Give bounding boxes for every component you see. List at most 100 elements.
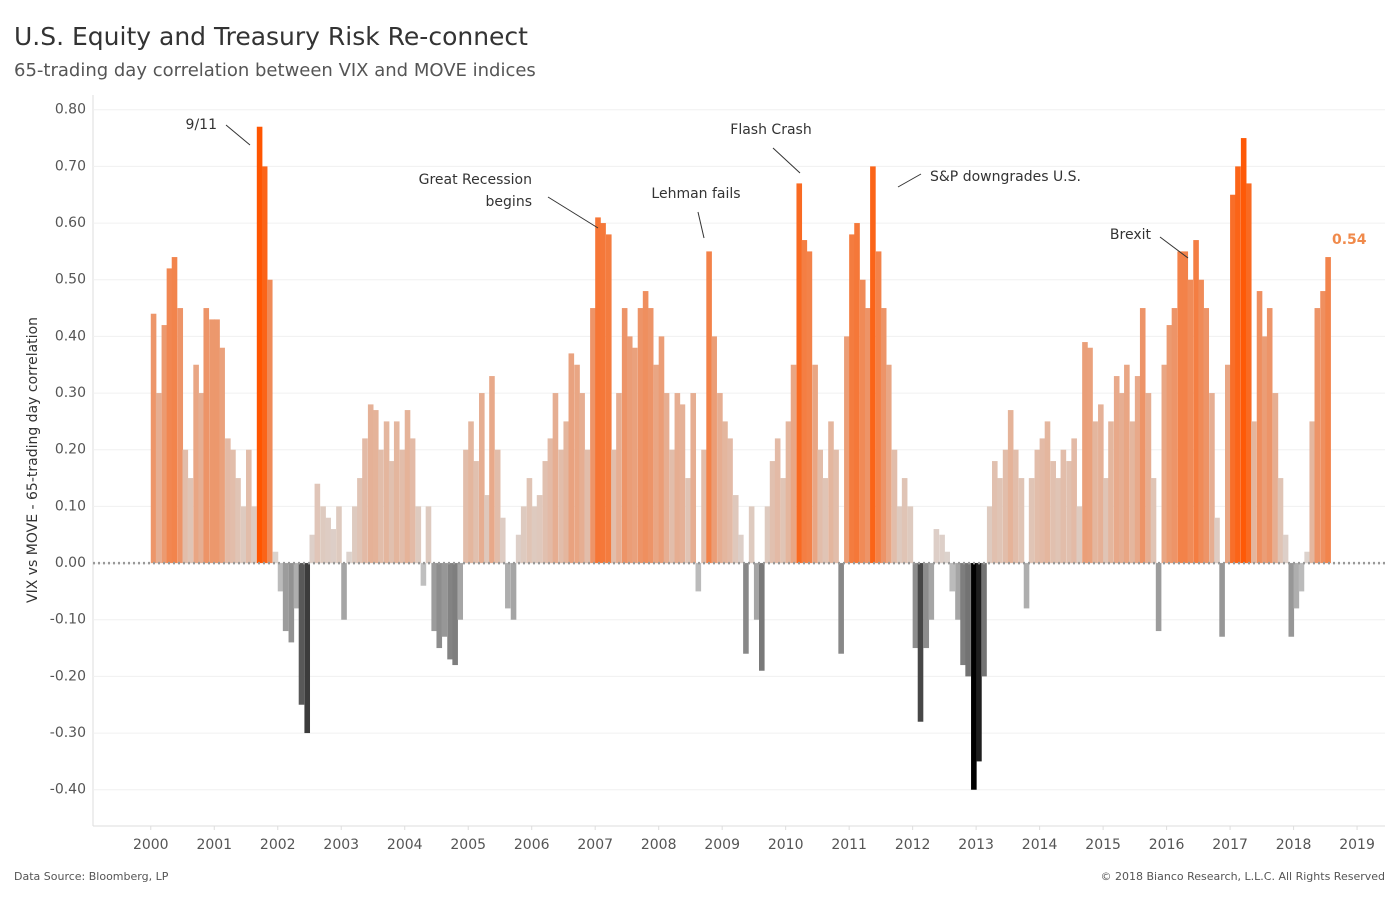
bar <box>346 551 352 564</box>
bar <box>330 529 337 564</box>
bar <box>447 563 453 660</box>
bar <box>531 506 538 564</box>
bar <box>1240 138 1247 564</box>
bar <box>828 421 834 564</box>
bar <box>336 506 342 564</box>
bar <box>611 449 617 564</box>
bar <box>944 551 950 564</box>
bar <box>198 393 204 564</box>
bar <box>1251 421 1257 564</box>
bar <box>166 268 173 564</box>
bar <box>844 336 850 564</box>
bar <box>859 279 866 564</box>
bar <box>420 563 427 586</box>
bar <box>923 563 930 649</box>
bar <box>457 563 464 620</box>
bar <box>1309 421 1316 564</box>
bar <box>1198 279 1204 564</box>
bar <box>489 376 495 564</box>
bar <box>1325 257 1331 564</box>
bar <box>362 438 368 564</box>
x-tick-label: 2012 <box>895 837 931 853</box>
bar <box>695 563 702 592</box>
bar <box>225 438 231 564</box>
bar <box>1214 517 1220 564</box>
bar <box>293 563 300 609</box>
bar <box>415 506 422 564</box>
bar <box>939 534 945 564</box>
bar <box>1209 393 1215 564</box>
bar <box>1002 449 1009 564</box>
x-tick-label: 2009 <box>704 837 740 853</box>
y-tick-label: 0.30 <box>55 385 86 401</box>
annotation: Great Recession <box>419 172 532 188</box>
annotation-leader <box>697 211 705 239</box>
bar <box>256 126 263 564</box>
bar <box>1044 421 1051 564</box>
x-tick-label: 2000 <box>133 837 169 853</box>
bar <box>933 529 940 564</box>
y-tick-label: -0.40 <box>50 782 86 798</box>
y-tick-label: -0.10 <box>50 612 86 628</box>
bar <box>1028 478 1035 564</box>
bar <box>1304 551 1310 564</box>
bar <box>404 410 411 564</box>
bar <box>780 478 787 564</box>
bar <box>193 364 199 564</box>
bar <box>1261 336 1268 564</box>
bar <box>907 506 914 564</box>
bar <box>971 563 977 790</box>
bar <box>685 478 691 564</box>
bar <box>288 563 295 643</box>
bar <box>616 393 622 564</box>
bar <box>277 563 284 592</box>
x-tick-label: 2019 <box>1339 837 1375 853</box>
bar <box>637 308 644 564</box>
x-tick-label: 2014 <box>1022 837 1058 853</box>
bar <box>642 291 649 564</box>
bar <box>1145 393 1152 564</box>
bar <box>674 393 681 564</box>
bar <box>1087 347 1093 564</box>
bar <box>849 234 855 564</box>
bar <box>590 308 596 564</box>
x-tick-label: 2007 <box>577 837 613 853</box>
bar <box>325 517 331 564</box>
bar <box>431 563 437 632</box>
bar <box>764 506 771 564</box>
bar <box>1272 393 1279 564</box>
bar <box>1118 393 1125 564</box>
bar <box>235 478 241 564</box>
bar <box>574 364 580 564</box>
bar <box>568 353 575 564</box>
bar <box>917 563 924 722</box>
y-tick-label: -0.30 <box>50 725 86 741</box>
bar <box>409 438 416 564</box>
bar <box>1320 291 1326 564</box>
bar <box>563 421 570 564</box>
bar <box>1314 308 1321 564</box>
bar <box>425 506 432 564</box>
bar <box>171 257 178 564</box>
bar <box>314 483 321 564</box>
bar <box>547 438 554 564</box>
bar <box>1066 461 1072 564</box>
bar <box>1113 376 1120 564</box>
x-tick-label: 2010 <box>768 837 804 853</box>
bar <box>436 563 443 649</box>
bar <box>1134 376 1141 564</box>
annotation-leader <box>225 124 251 146</box>
bar <box>1060 449 1067 564</box>
bar <box>732 495 739 564</box>
bar <box>1023 563 1030 609</box>
bar <box>161 325 168 564</box>
bar <box>1282 534 1289 564</box>
bar <box>653 364 660 564</box>
y-tick-label: -0.20 <box>50 668 86 684</box>
x-tick-label: 2017 <box>1212 837 1248 853</box>
y-tick-label: 0.20 <box>55 442 86 458</box>
x-tick-label: 2018 <box>1276 837 1312 853</box>
bar <box>626 336 633 564</box>
copyright: © 2018 Bianco Research, L.L.C. All Right… <box>1101 870 1385 883</box>
